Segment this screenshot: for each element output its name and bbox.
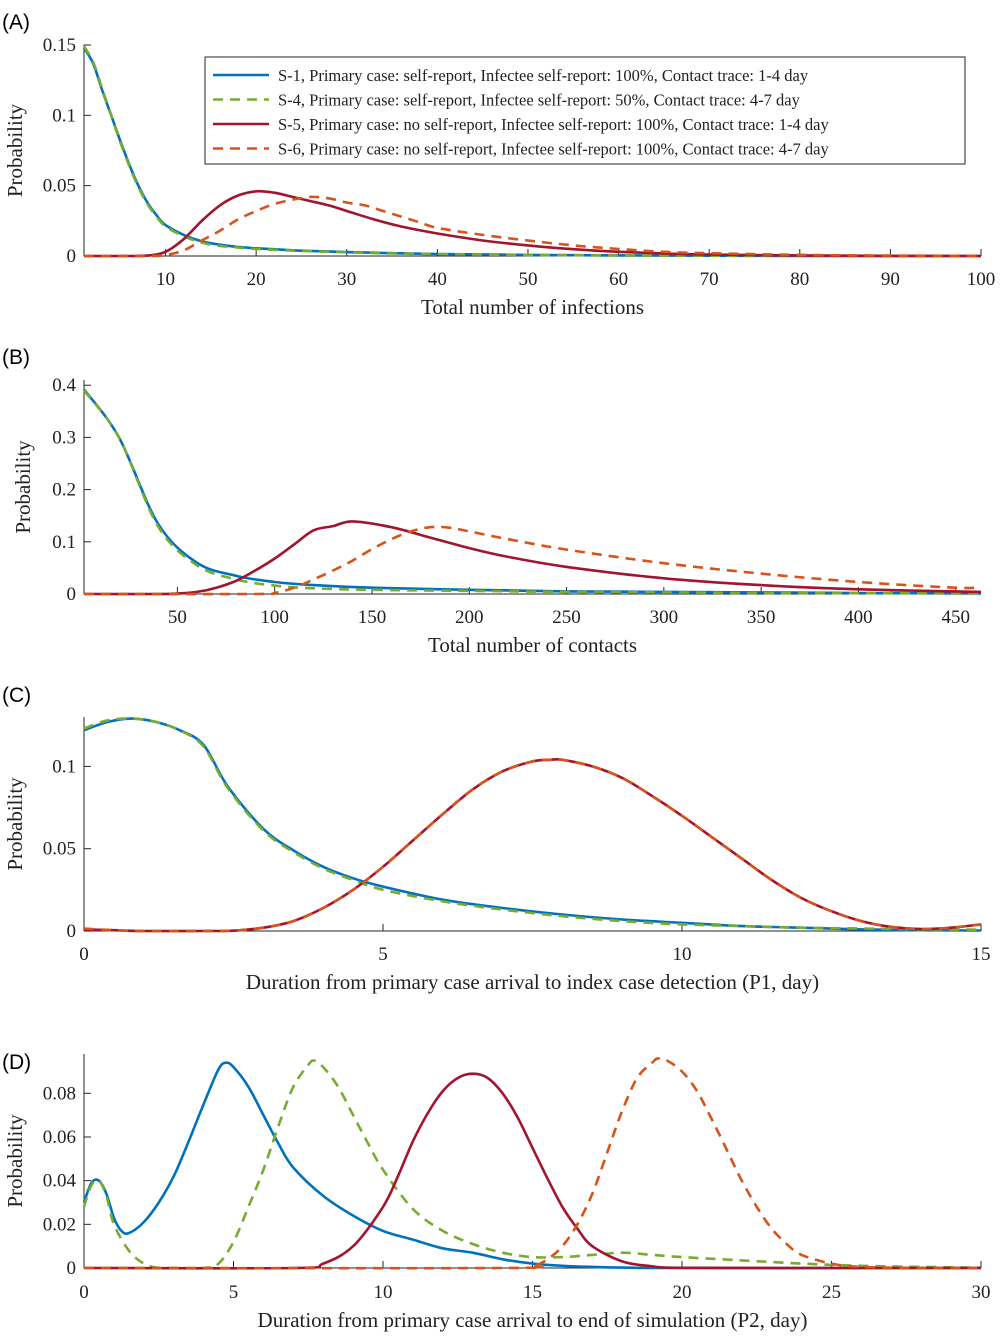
x-axis-title: Duration from primary case arrival to en… — [258, 1308, 808, 1332]
x-tick-label: 300 — [650, 607, 679, 628]
x-tick-label: 150 — [358, 607, 387, 628]
x-tick-label: 70 — [700, 269, 719, 290]
x-axis-title: Total number of contacts — [428, 633, 637, 657]
x-tick-label: 80 — [790, 269, 809, 290]
x-tick-label: 20 — [247, 269, 266, 290]
x-tick-label: 40 — [428, 269, 447, 290]
y-tick-label: 0.1 — [52, 756, 76, 777]
x-tick-label: 350 — [747, 607, 776, 628]
x-tick-label: 400 — [844, 607, 873, 628]
y-axis-title: Probability — [3, 103, 27, 197]
series-line-s6 — [83, 757, 982, 933]
legend-entry-label: S-5, Primary case: no self-report, Infec… — [278, 115, 829, 134]
legend-entry-label: S-4, Primary case: self-report, Infectee… — [278, 91, 801, 110]
x-axis-title: Duration from primary case arrival to in… — [246, 970, 819, 994]
x-axis-title: Total number of infections — [421, 295, 644, 319]
panel-label: (A) — [2, 11, 30, 34]
y-tick-label: 0.4 — [52, 375, 76, 396]
y-tick-label: 0.05 — [43, 176, 76, 197]
series-line-s4 — [82, 389, 982, 595]
legend-entry-label: S-6, Primary case: no self-report, Infec… — [278, 140, 829, 159]
y-axis-title: Probability — [3, 1114, 27, 1208]
y-axis-title: Probability — [3, 777, 27, 871]
x-tick-label: 10 — [156, 269, 175, 290]
panel-label: (B) — [2, 346, 30, 369]
y-tick-label: 0.06 — [43, 1127, 76, 1148]
x-tick-label: 5 — [378, 944, 388, 965]
y-tick-label: 0.02 — [43, 1214, 76, 1235]
series-line-s5 — [83, 757, 982, 933]
series-line-s4 — [82, 1059, 982, 1270]
x-tick-label: 30 — [337, 269, 356, 290]
x-tick-label: 20 — [673, 1282, 692, 1303]
x-tick-label: 15 — [972, 944, 991, 965]
chart-panel: (C) 0 5 10 15 0 0.05 0.1 Duration from primary c… — [2, 684, 991, 994]
y-tick-label: 0.2 — [52, 480, 76, 501]
x-tick-label: 200 — [455, 607, 484, 628]
legend-entry-label: S-1, Primary case: self-report, Infectee… — [278, 66, 809, 85]
chart-panel: (D) 0 5 10 15 20 25 30 0 0.02 0.04 0.06 0.08 Duration… — [2, 1051, 991, 1332]
series-line-s1 — [82, 388, 982, 595]
y-tick-label: 0.1 — [52, 105, 76, 126]
series-line-s4 — [82, 45, 982, 258]
panels: (A)10 20 30 40 50 60 70 80 90 10000.050.10.15Tota… — [2, 11, 995, 1332]
series-line-s5 — [83, 1072, 981, 1270]
series-line-s4 — [83, 717, 982, 931]
y-tick-label: 0 — [67, 921, 77, 942]
chart-panel: (B) 50 100 150 200 250 300 350 400 450 0 0.1 0.2 0.3 0… — [2, 346, 982, 657]
y-tick-label: 0.1 — [52, 532, 76, 553]
series-line-s6 — [83, 195, 982, 258]
legend-box — [204, 56, 966, 165]
y-tick-label: 0.04 — [43, 1171, 77, 1192]
x-tick-label: 5 — [229, 1282, 239, 1303]
x-tick-label: 25 — [822, 1282, 841, 1303]
x-tick-label: 450 — [941, 607, 970, 628]
x-tick-label: 100 — [967, 269, 996, 290]
legend: S-1, Primary case: self-report, Infectee… — [204, 56, 966, 165]
series-line-s1 — [83, 717, 982, 932]
panel-label: (C) — [2, 684, 31, 707]
y-tick-label: 0.3 — [52, 427, 76, 448]
series-line-s6 — [83, 1056, 982, 1270]
y-tick-label: 0.05 — [43, 839, 76, 860]
y-tick-label: 0.15 — [43, 35, 76, 56]
series-line-s5 — [83, 520, 982, 596]
y-tick-label: 0 — [67, 1258, 77, 1279]
series-line-s6 — [83, 525, 982, 596]
x-tick-label: 60 — [609, 269, 628, 290]
x-tick-label: 50 — [168, 607, 187, 628]
x-tick-label: 10 — [673, 944, 692, 965]
y-tick-label: 0.08 — [43, 1083, 76, 1104]
chart-panel: (A) 10 20 30 40 50 60 70 80 90 100 0 0.05 0.1 0.15 Tota… — [2, 11, 995, 319]
x-tick-label: 15 — [523, 1282, 542, 1303]
x-tick-label: 90 — [881, 269, 900, 290]
x-tick-label: 0 — [79, 944, 89, 965]
x-tick-label: 100 — [260, 607, 289, 628]
x-tick-label: 0 — [79, 1282, 89, 1303]
x-tick-label: 250 — [552, 607, 581, 628]
x-tick-label: 10 — [374, 1282, 393, 1303]
y-tick-label: 0 — [67, 246, 77, 267]
panel-label: (D) — [2, 1051, 31, 1074]
y-tick-label: 0 — [67, 584, 77, 605]
y-axis-title: Probability — [11, 440, 35, 534]
x-tick-label: 30 — [972, 1282, 991, 1303]
series-line-s5 — [83, 189, 982, 258]
x-tick-label: 50 — [518, 269, 537, 290]
series-line-s1 — [82, 1061, 982, 1270]
